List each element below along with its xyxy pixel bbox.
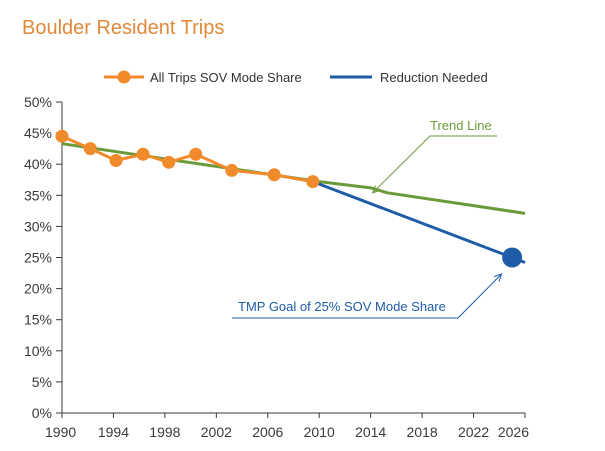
annotation-tmp-goal: TMP Goal of 25% SOV Mode Share	[238, 299, 446, 314]
data-point-all-trips	[136, 147, 150, 161]
y-tick-label: 25%	[24, 250, 52, 266]
annotation-trend-arrow-head	[371, 185, 381, 194]
data-point-all-trips	[109, 153, 123, 167]
x-tick-label: 1994	[98, 424, 129, 440]
y-tick-label: 15%	[24, 312, 52, 328]
legend-label-all-trips: All Trips SOV Mode Share	[150, 70, 302, 85]
y-tick-label: 20%	[24, 281, 52, 297]
y-tick-label: 50%	[24, 94, 52, 110]
annotations-layer: Trend Line TMP Goal of 25% SOV Mode Share	[232, 118, 503, 319]
annotation-trend-line: Trend Line	[430, 118, 492, 133]
x-tick-label: 2022	[458, 424, 489, 440]
data-point-all-trips	[189, 147, 203, 161]
legend-label-reduction: Reduction Needed	[380, 70, 488, 85]
y-tick-label: 10%	[24, 343, 52, 359]
data-point-all-trips	[55, 129, 69, 143]
data-point-all-trips	[306, 175, 320, 189]
y-tick-label: 0%	[32, 405, 52, 421]
annotation-trend-arrow	[372, 135, 431, 194]
data-point-all-trips	[267, 168, 281, 182]
data-point-all-trips	[162, 155, 176, 169]
series-line-reduction-needed	[312, 180, 526, 264]
y-tick-label: 35%	[24, 187, 52, 203]
y-axis-ticks: 0% 5% 10% 15% 20% 25% 30% 35% 40% 45% 50%	[24, 94, 62, 421]
y-tick-label: 5%	[32, 374, 52, 390]
series-layer	[55, 129, 526, 268]
y-tick-label: 30%	[24, 218, 52, 234]
legend-marker-all-trips	[117, 70, 131, 84]
y-tick-label: 45%	[24, 125, 52, 141]
x-tick-label: 2010	[304, 424, 335, 440]
x-tick-label: 2026	[498, 424, 529, 440]
chart-title: Boulder Resident Trips	[22, 17, 225, 39]
annotation-tmp-arrow	[457, 273, 502, 319]
legend: All Trips SOV Mode Share Reduction Neede…	[104, 70, 488, 85]
x-axis-ticks: 1990 1994 1998 2002 2006 2010 2014 2018 2022 2026	[45, 413, 529, 440]
x-tick-label: 2014	[355, 424, 386, 440]
goal-point-marker	[502, 247, 523, 268]
x-tick-label: 2006	[252, 424, 283, 440]
data-point-all-trips	[225, 163, 239, 177]
x-tick-label: 1998	[149, 424, 180, 440]
data-point-all-trips	[83, 142, 97, 156]
x-tick-label: 2018	[407, 424, 438, 440]
annotation-tmp-arrow-head	[493, 273, 503, 282]
y-tick-label: 40%	[24, 156, 52, 172]
x-tick-label: 1990	[45, 424, 76, 440]
x-tick-label: 2002	[201, 424, 232, 440]
